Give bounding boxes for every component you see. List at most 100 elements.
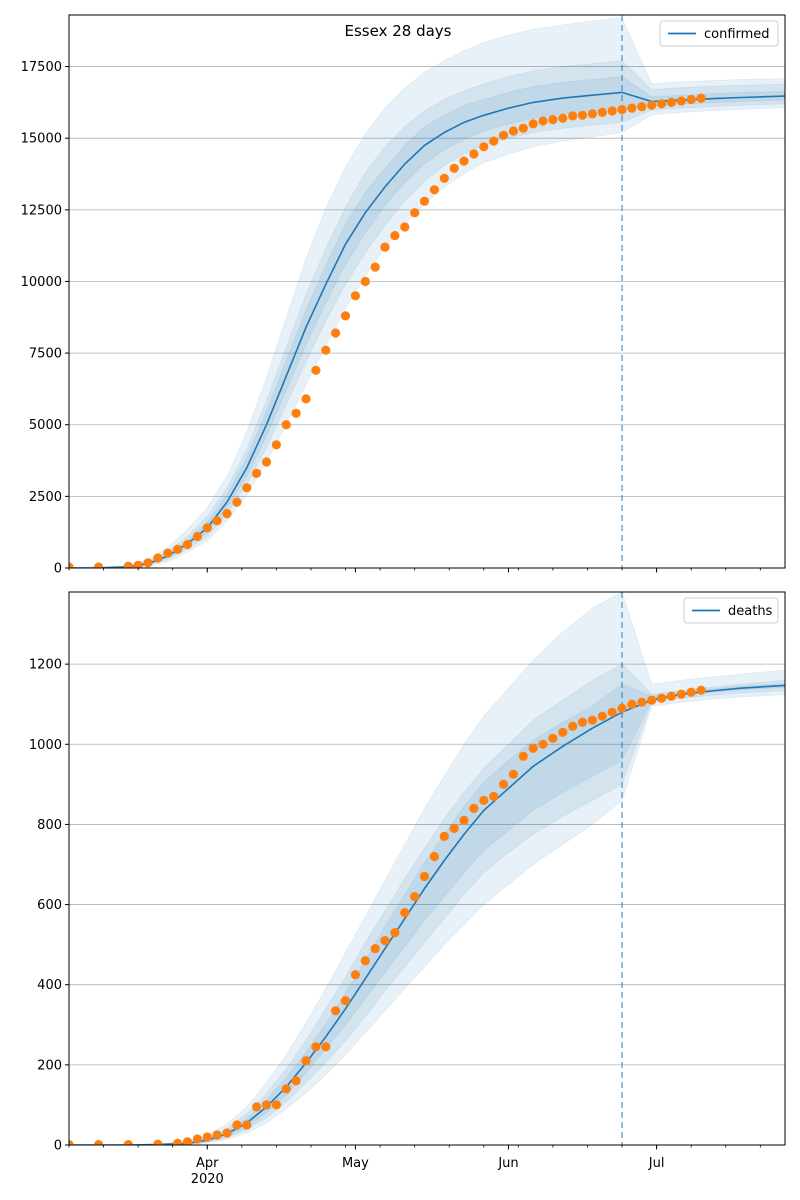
observed-point	[69, 1140, 74, 1145]
observed-point	[321, 345, 331, 355]
observed-point	[281, 1084, 291, 1094]
observed-point	[508, 769, 518, 779]
observed-point	[449, 163, 459, 173]
observed-point	[173, 544, 183, 555]
observed-point	[419, 196, 430, 206]
y-tick-label: 800	[37, 818, 62, 833]
observed-point	[518, 751, 528, 761]
observed-point	[261, 457, 272, 467]
x-tick-label: Apr	[196, 1156, 219, 1171]
axes-frame	[68, 591, 786, 1146]
observed-point	[94, 562, 104, 568]
uncertainty-band-1	[69, 17, 785, 568]
observed-point	[538, 739, 548, 749]
y-tick-label: 1000	[29, 738, 62, 753]
observed-point	[449, 823, 459, 834]
observed-point	[123, 1140, 133, 1145]
observed-point	[587, 109, 598, 119]
observed-point	[597, 107, 607, 117]
observed-point	[331, 328, 341, 338]
observed-point	[568, 111, 578, 121]
observed-point	[479, 142, 489, 152]
y-tick-label: 2500	[29, 490, 62, 505]
observed-point	[232, 1120, 242, 1130]
observed-point	[281, 420, 291, 430]
observed-point	[489, 791, 499, 802]
observed-point	[459, 156, 469, 166]
observed-point	[676, 689, 686, 699]
observed-point	[360, 276, 370, 287]
confirmed-panel: 0 2500 5000 7500 10000 12500 15000 17500 confirm…	[21, 14, 786, 577]
observed-point	[617, 105, 627, 115]
observed-point	[94, 1140, 104, 1145]
observed-point	[380, 242, 390, 252]
observed-point	[558, 727, 568, 737]
observed-point	[696, 685, 706, 695]
observed-point	[212, 516, 222, 526]
uncertainty-band-3	[69, 76, 785, 568]
plot-area	[69, 592, 785, 1145]
observed-point	[410, 892, 420, 902]
observed-point	[242, 1120, 252, 1130]
observed-point	[360, 956, 370, 966]
observed-point	[597, 711, 607, 721]
observed-point	[469, 149, 479, 159]
uncertainty-band-2	[69, 60, 785, 568]
uncertainty-band-2	[69, 663, 785, 1145]
observed-point	[252, 468, 262, 478]
observed-point	[192, 1134, 202, 1144]
y-tick-label: 0	[54, 562, 62, 577]
observed-point	[548, 733, 558, 743]
observed-point	[429, 185, 439, 195]
observed-point	[637, 697, 647, 707]
observed-point	[568, 721, 578, 731]
legend-label: confirmed	[704, 27, 770, 42]
observed-point	[202, 523, 212, 533]
x-tick-label: Jun	[497, 1156, 518, 1171]
observed-point	[133, 560, 143, 568]
observed-point	[380, 936, 390, 946]
observed-point	[271, 1100, 281, 1110]
observed-point	[696, 93, 706, 103]
observed-point	[182, 1137, 193, 1145]
observed-point	[350, 291, 360, 301]
observed-point	[419, 871, 430, 882]
observed-point	[331, 1006, 341, 1016]
uncertainty-band-3	[69, 682, 785, 1145]
observed-point	[577, 717, 588, 727]
y-tick-label: 400	[37, 978, 62, 993]
observed-point	[291, 408, 301, 418]
observed-point	[222, 508, 232, 519]
observed-point	[340, 996, 351, 1006]
observed-point	[123, 561, 133, 568]
figure-title: Essex 28 days	[345, 22, 452, 40]
observed-point	[558, 113, 568, 123]
x-tick-label: Jul	[648, 1156, 665, 1171]
observed-point	[489, 136, 499, 146]
axes-frame	[68, 14, 786, 569]
plot-area	[69, 15, 785, 568]
observed-point	[252, 1102, 262, 1112]
observed-point	[222, 1128, 232, 1138]
observed-point	[627, 103, 637, 113]
observed-point	[617, 703, 627, 713]
observed-point	[410, 208, 420, 218]
y-tick-label: 600	[37, 898, 62, 913]
observed-point	[69, 562, 74, 568]
observed-point	[657, 693, 667, 703]
observed-point	[666, 691, 677, 701]
x-tick-label: May	[342, 1156, 369, 1171]
legend-box	[683, 597, 779, 624]
observed-point	[143, 558, 153, 568]
uncertainty-band-1	[69, 592, 785, 1145]
y-tick-label: 10000	[21, 275, 62, 290]
observed-point	[607, 106, 617, 116]
legend-box	[659, 20, 779, 47]
observed-point	[498, 779, 509, 789]
observed-point	[657, 99, 667, 109]
observed-point	[587, 715, 598, 725]
observed-point	[459, 815, 469, 826]
observed-point	[163, 548, 173, 558]
observed-point	[311, 365, 321, 375]
observed-point	[390, 231, 400, 241]
